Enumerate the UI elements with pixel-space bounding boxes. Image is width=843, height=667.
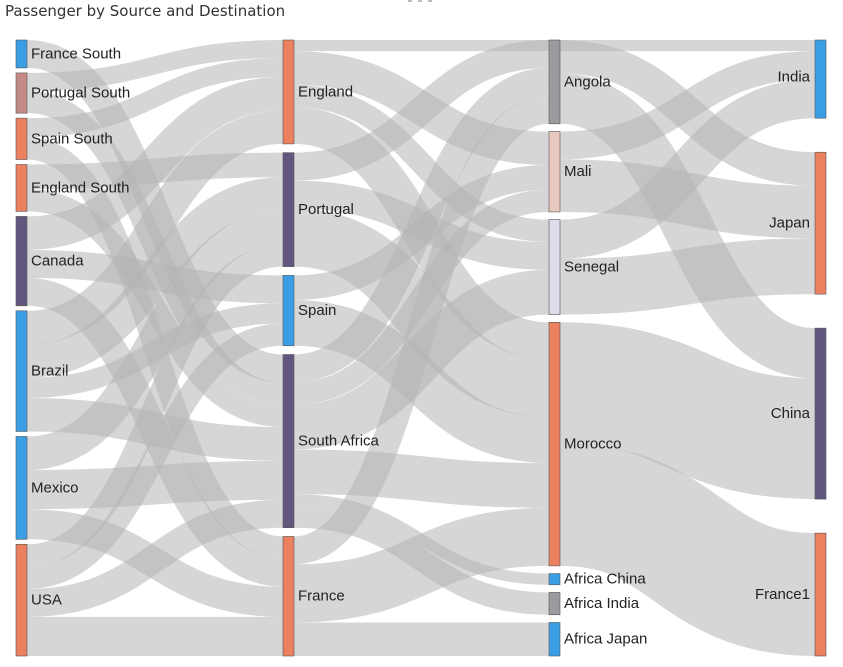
node-south-africa[interactable] [282,354,295,528]
node-label: France1 [755,586,810,603]
link-spain-south-to-england[interactable] [26,57,284,138]
node-label: Brazil [31,363,69,380]
node-label: India [777,69,810,86]
link-mali-to-india[interactable] [559,51,816,160]
node-portugal-south[interactable] [15,72,28,114]
node-usa[interactable] [15,543,28,657]
node-africa-japan[interactable] [548,622,561,657]
link-usa-to-portugal[interactable] [26,244,284,567]
link-usa-to-spain[interactable] [26,323,284,589]
node-england-south[interactable] [15,164,28,212]
node-morocco[interactable] [548,322,561,567]
node-label: England [298,83,353,100]
node-label: Africa India [564,595,640,612]
sankey-links [25,39,817,656]
dot [428,0,432,2]
link-portugal-to-angola[interactable] [293,39,550,181]
link-south-africa-to-morocco[interactable] [293,449,550,508]
link-portugal-south-to-england[interactable] [26,40,284,91]
link-france-to-angola[interactable] [292,95,551,565]
chart-title: Passenger by Source and Destination [5,2,286,20]
sankey-nodes [15,39,827,657]
node-france-south[interactable] [15,39,28,69]
node-label: South Africa [298,433,380,450]
node-china[interactable] [814,327,827,500]
node-label: Africa China [564,571,646,588]
node-portugal[interactable] [282,152,295,267]
link-mali-to-japan[interactable] [559,159,816,239]
node-label: Angola [564,73,611,90]
link-angola-to-china[interactable] [558,73,817,379]
node-angola[interactable] [548,39,561,125]
link-senegal-to-japan[interactable] [559,238,816,315]
node-label: England South [31,179,129,196]
dot [418,0,422,2]
node-africa-india[interactable] [548,592,561,616]
sankey-labels: France South Portugal South Spain South Eng… [31,45,811,647]
link-brazil-to-portugal[interactable] [26,177,284,378]
node-senegal[interactable] [548,219,561,315]
link-morocco-to-china[interactable] [558,322,817,500]
node-spain-south[interactable] [15,117,28,160]
node-india[interactable] [814,39,827,119]
node-label: Senegal [564,259,619,276]
link-england-to-senegal[interactable] [293,84,550,242]
node-label: Mexico [31,479,79,496]
node-brazil[interactable] [15,310,28,432]
node-label: Spain [298,302,336,319]
link-south-africa-to-angola[interactable] [293,67,550,383]
focus-mode-dots[interactable] [0,0,843,4]
link-mexico-to-portugal[interactable] [25,210,285,470]
node-label: Canada [31,253,84,270]
node-label: Africa Japan [564,631,647,648]
node-label: Spain South [31,130,113,147]
link-senegal-to-india[interactable] [559,79,816,259]
node-label: Mali [564,163,592,180]
link-brazil-to-england[interactable] [26,110,284,345]
node-france1[interactable] [814,532,827,657]
node-japan[interactable] [814,151,827,295]
node-label: France South [31,45,121,62]
node-label: France [298,588,345,605]
link-mexico-to-south-africa[interactable] [26,460,284,510]
link-canada-to-england[interactable] [26,76,284,250]
node-spain[interactable] [282,275,295,347]
node-label: Morocco [564,436,622,453]
link-france-to-morocco[interactable] [293,507,550,623]
node-mali[interactable] [548,131,561,213]
node-england[interactable] [282,39,295,145]
link-usa-to-south-africa[interactable] [26,499,284,617]
node-label: China [771,405,811,422]
node-africa-china[interactable] [548,573,561,586]
dot [408,0,412,2]
node-mexico[interactable] [15,436,28,540]
node-france[interactable] [282,536,295,657]
node-label: USA [31,592,62,609]
node-label: Japan [769,215,810,232]
node-label: Portugal South [31,85,130,102]
link-morocco-to-france1[interactable] [558,442,817,656]
node-canada[interactable] [15,216,28,307]
node-label: Portugal [298,201,354,218]
